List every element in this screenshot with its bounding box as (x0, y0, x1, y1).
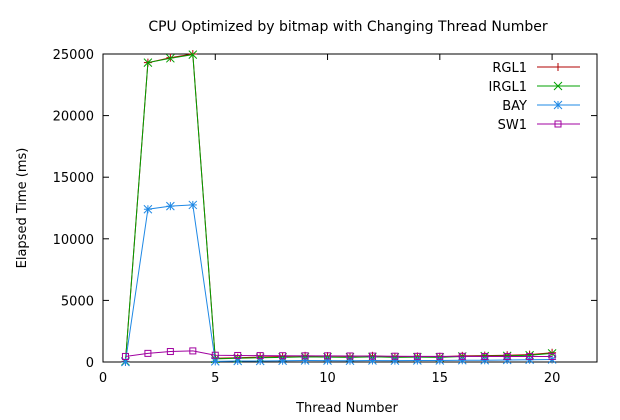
y-tick-label: 10000 (53, 233, 94, 248)
data-point-sw1 (436, 352, 444, 360)
data-point-sw1 (324, 352, 332, 360)
series-layer (121, 50, 557, 367)
data-point-sw1 (458, 352, 466, 360)
data-point-sw1 (144, 349, 152, 357)
data-point-sw1 (279, 352, 287, 360)
data-point-sw1 (391, 352, 399, 360)
data-point-sw1 (346, 352, 354, 360)
data-point-sw1 (548, 352, 556, 360)
x-tick-label: 15 (432, 371, 449, 386)
data-point-sw1 (301, 352, 309, 360)
legend-label-sw1: SW1 (498, 118, 527, 133)
y-tick-label: 20000 (53, 110, 94, 125)
data-point-sw1 (166, 348, 174, 356)
data-point-sw1 (481, 352, 489, 360)
series-line-bay (124, 204, 553, 363)
x-axis-label: Thread Number (295, 401, 398, 416)
series-line-sw1 (125, 350, 553, 357)
y-tick-label: 0 (86, 356, 94, 371)
data-point-bay (188, 200, 198, 210)
chart-title: CPU Optimized by bitmap with Changing Th… (148, 19, 548, 35)
legend-marker-irgl1 (553, 81, 563, 91)
axis-ticks: 0 5 10 15 20 0 5000 10000 15000 20000 25000 (53, 48, 597, 386)
legend-marker-rgl1 (554, 63, 562, 71)
y-tick-label: 5000 (61, 294, 94, 309)
data-point-sw1 (503, 352, 511, 360)
x-tick-label: 20 (544, 371, 561, 386)
data-point-irgl1 (188, 50, 198, 59)
data-point-irgl1 (143, 58, 153, 67)
data-point-sw1 (121, 352, 129, 360)
legend-label-irgl1: IRGL1 (489, 80, 527, 95)
data-point-sw1 (234, 351, 242, 359)
y-tick-label: 15000 (53, 171, 94, 186)
data-point-sw1 (526, 352, 534, 360)
data-point-bay (143, 204, 153, 214)
y-tick-label: 25000 (53, 48, 94, 63)
data-point-sw1 (368, 352, 376, 360)
legend-label-rgl1: RGL1 (492, 61, 527, 76)
data-point-sw1 (189, 347, 197, 355)
legend-marker-bay (553, 100, 563, 110)
data-point-bay (166, 201, 175, 211)
x-tick-label: 5 (211, 371, 219, 386)
x-tick-label: 10 (319, 371, 336, 386)
data-point-irgl1 (166, 53, 175, 63)
data-point-sw1 (256, 352, 264, 360)
x-tick-label: 0 (99, 371, 107, 386)
legend-marker-sw1 (554, 120, 562, 128)
data-point-sw1 (413, 352, 421, 360)
legend-label-bay: BAY (502, 99, 527, 114)
legend: RGL1 IRGL1 BAY SW1 (489, 61, 580, 133)
data-point-sw1 (211, 351, 219, 359)
y-axis-label: Elapsed Time (ms) (15, 148, 30, 269)
